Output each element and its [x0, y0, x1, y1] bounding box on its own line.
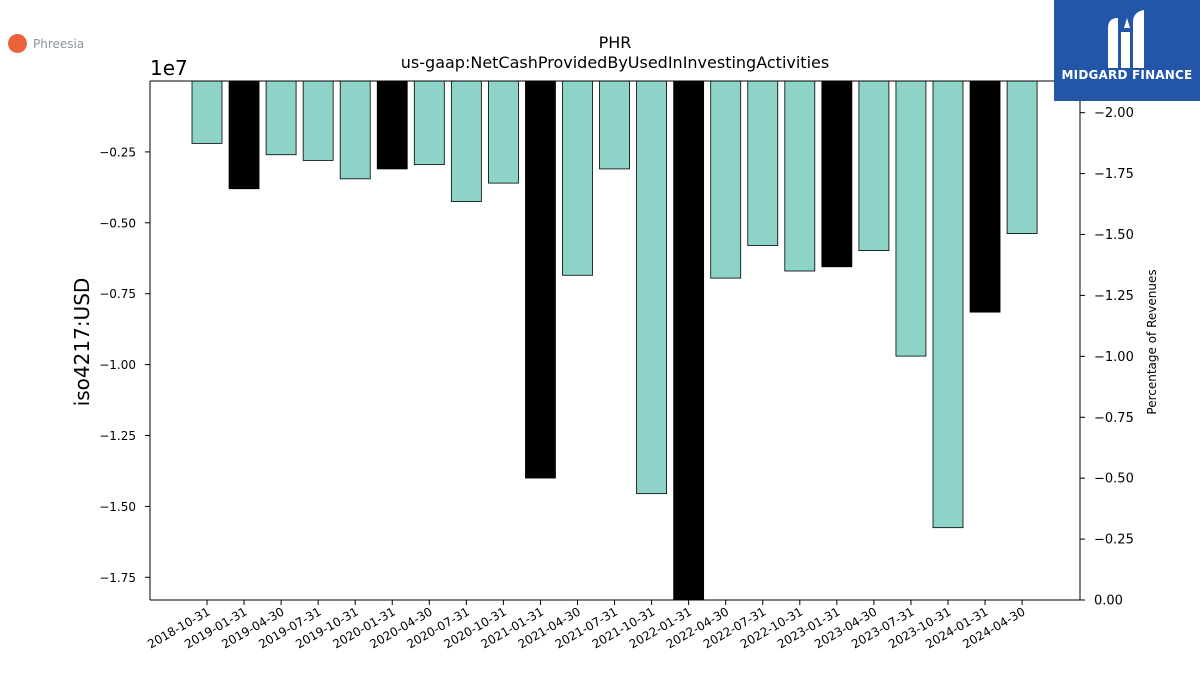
company-logo-icon	[8, 34, 27, 53]
chart-subtitle: us-gaap:NetCashProvidedByUsedInInvesting…	[401, 53, 829, 72]
brand-badge: MIDGARD FINANCE	[1054, 0, 1200, 101]
bar	[932, 80, 964, 529]
bar	[858, 80, 890, 252]
y-tick-label: −1.00	[99, 358, 136, 372]
secondary-y-tick-label: −2.00	[1094, 106, 1134, 121]
bar	[562, 80, 593, 276]
secondary-y-tick-label: −0.75	[1094, 411, 1134, 426]
secondary-y-tick-label: −0.50	[1094, 472, 1134, 487]
bar	[821, 80, 853, 268]
bar	[228, 80, 260, 190]
bar	[599, 80, 630, 170]
bar	[265, 80, 297, 156]
secondary-y-tick-label: −0.25	[1094, 533, 1134, 548]
bar	[895, 80, 927, 357]
bar	[413, 80, 445, 166]
y-tick-label: −0.75	[99, 287, 136, 301]
bar	[969, 80, 1001, 313]
bar	[191, 80, 223, 144]
bars-layer	[191, 80, 1038, 601]
bar	[302, 80, 334, 161]
secondary-y-tick-label: −1.25	[1094, 289, 1134, 304]
company-logo: Phreesia	[8, 34, 84, 53]
brand-name: MIDGARD FINANCE	[1061, 68, 1193, 82]
bar	[747, 80, 779, 246]
bar	[487, 80, 519, 184]
bar	[376, 80, 408, 170]
bar	[525, 80, 556, 479]
bar	[636, 80, 667, 495]
secondary-y-tick-label: −1.50	[1094, 228, 1134, 243]
y-tick-label: −1.50	[99, 500, 136, 514]
bar	[450, 80, 482, 202]
y-tick-label: −0.50	[99, 216, 136, 230]
y-tick-label: −0.25	[99, 145, 136, 159]
bar	[339, 80, 371, 180]
midgard-logo-icon	[1108, 10, 1144, 68]
y-axis-label: iso4217:USD	[70, 278, 94, 407]
chart-title: PHR	[599, 33, 632, 52]
secondary-y-axis-label: Percentage of Revenues	[1145, 269, 1159, 414]
bar	[673, 80, 705, 601]
secondary-y-tick-label: 0.00	[1094, 594, 1123, 609]
secondary-y-tick-label: −1.00	[1094, 350, 1134, 365]
y-tick-label: −1.75	[99, 571, 136, 585]
y-tick-label: −1.25	[99, 429, 136, 443]
bar	[710, 80, 742, 279]
secondary-y-tick-label: −1.75	[1094, 167, 1134, 182]
y-axis-offset-label: 1e7	[150, 56, 188, 80]
company-name: Phreesia	[33, 36, 85, 51]
bar	[784, 80, 816, 272]
bar	[1006, 80, 1038, 234]
